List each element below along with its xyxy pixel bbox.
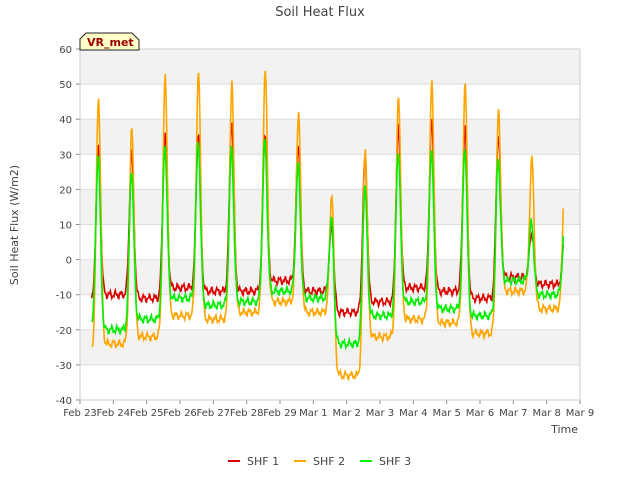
legend-item-shf-2: SHF 2 bbox=[294, 455, 345, 468]
x-tick-label: Feb 23 bbox=[63, 408, 97, 419]
plot-band bbox=[80, 329, 580, 365]
station-badge-box bbox=[79, 32, 140, 51]
chart-title: Soil Heat Flux bbox=[275, 5, 365, 20]
y-tick-label: 50 bbox=[59, 80, 72, 91]
legend-item-shf-1: SHF 1 bbox=[228, 455, 279, 468]
x-tick-label: Mar 8 bbox=[532, 408, 560, 419]
legend-label: SHF 1 bbox=[247, 455, 279, 468]
legend-item-shf-3: SHF 3 bbox=[360, 455, 411, 468]
plot-band bbox=[80, 119, 580, 155]
legend: SHF 1 SHF 2 SHF 3 bbox=[228, 455, 411, 468]
y-tick-label: 10 bbox=[59, 221, 72, 232]
plot-frame bbox=[79, 48, 581, 401]
legend-label: SHF 2 bbox=[313, 455, 345, 468]
y-tick-label: 40 bbox=[59, 115, 72, 126]
series-line-shf-3 bbox=[91, 138, 564, 351]
x-tick-label: Feb 29 bbox=[263, 408, 297, 419]
x-tick-label: Mar 6 bbox=[466, 408, 494, 419]
x-axis-label: Time bbox=[550, 423, 578, 436]
y-tick-label: 0 bbox=[66, 256, 72, 267]
x-tick-label: Mar 3 bbox=[366, 408, 394, 419]
x-tick-label: Feb 27 bbox=[197, 408, 231, 419]
station-badge-label: VR_met bbox=[87, 36, 134, 49]
x-tick-label: Mar 4 bbox=[399, 408, 427, 419]
y-tick-label: -20 bbox=[56, 326, 72, 337]
station-badge: VR_met bbox=[79, 32, 140, 51]
x-tick-label: Mar 1 bbox=[299, 408, 327, 419]
series-lines bbox=[90, 70, 564, 382]
x-tick-label: Feb 28 bbox=[230, 408, 264, 419]
x-axis-ticks: Feb 23 Feb 24 Feb 25 Feb 26 Feb 27 Feb 28 Feb … bbox=[63, 400, 594, 419]
y-tick-label: 20 bbox=[59, 185, 72, 196]
y-tick-label: -10 bbox=[56, 291, 72, 302]
x-tick-label: Mar 7 bbox=[499, 408, 527, 419]
y-tick-label: -40 bbox=[56, 396, 72, 407]
plot-band bbox=[80, 259, 580, 295]
plot-band bbox=[80, 49, 580, 85]
x-tick-label: Feb 26 bbox=[163, 408, 197, 419]
y-axis-ticks: -40 -30 -20 -10 0 10 20 30 40 50 60 bbox=[56, 45, 80, 407]
y-tick-label: 60 bbox=[59, 45, 72, 56]
x-tick-label: Feb 25 bbox=[130, 408, 164, 419]
y-axis-label: Soil Heat Flux (W/m2) bbox=[8, 165, 21, 285]
x-tick-label: Feb 24 bbox=[97, 408, 131, 419]
y-tick-label: 30 bbox=[59, 150, 72, 161]
x-tick-label: Mar 5 bbox=[432, 408, 460, 419]
x-tick-label: Mar 2 bbox=[332, 408, 360, 419]
legend-label: SHF 3 bbox=[379, 455, 411, 468]
y-tick-label: -30 bbox=[56, 361, 72, 372]
x-tick-label: Mar 9 bbox=[566, 408, 594, 419]
